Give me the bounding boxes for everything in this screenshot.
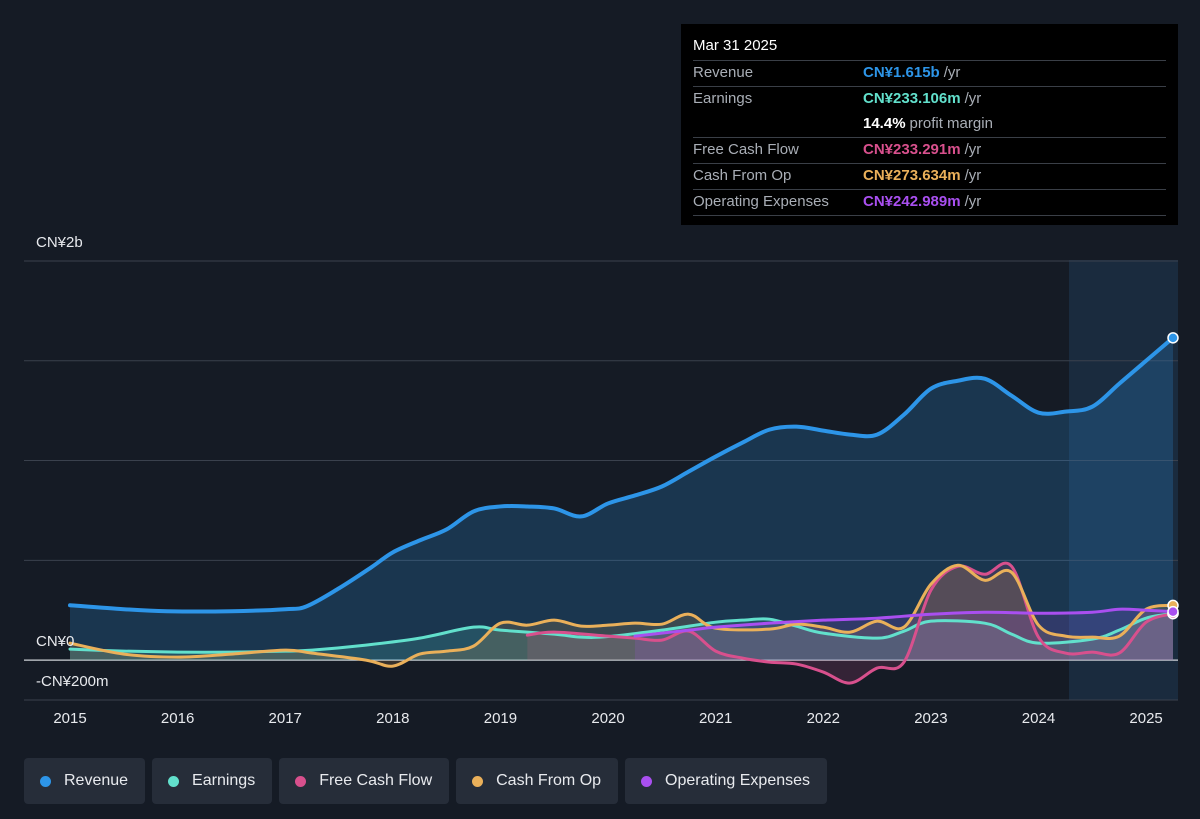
cash-from-op-line (68, 563, 1175, 668)
series-lines (68, 335, 1175, 685)
tooltip-row: Operating Expenses CN¥242.989m/yr (693, 189, 1166, 215)
tooltip-row: Free Cash Flow CN¥233.291m/yr (693, 137, 1166, 163)
legend-dot-icon (641, 775, 653, 787)
x-tick-label: 2015 (53, 710, 87, 727)
legend-dot-icon (40, 775, 51, 787)
tooltip-row-value: CN¥233.106m (863, 90, 961, 107)
legend-label: Revenue (64, 772, 129, 789)
legend-dot-icon (295, 775, 307, 787)
tooltip-row-label: Operating Expenses (693, 193, 829, 210)
x-tick-label: 2018 (376, 710, 410, 727)
operating-expenses-area (634, 609, 1173, 661)
tooltip-divider (693, 215, 1166, 216)
tooltip-row: 14.4% profit margin (693, 112, 1166, 137)
tooltip-row-value: 14.4% (863, 115, 906, 132)
y-tick-label: CN¥2b (36, 234, 83, 251)
legend-label: Cash From Op (496, 772, 602, 789)
free-cash-flow-area (527, 563, 1173, 684)
x-tick-label: 2016 (160, 710, 195, 727)
tooltip-row-label: Cash From Op (693, 167, 792, 184)
series-endpoints (1167, 332, 1179, 620)
tooltip-row-unit: /yr (964, 193, 982, 210)
y-tick-label: CN¥0 (36, 633, 75, 651)
revenue-endpoint (1167, 332, 1179, 344)
legend-dot-icon (472, 775, 484, 787)
legend-label: Earnings (192, 772, 256, 789)
tooltip-row-label: Revenue (693, 64, 754, 81)
tooltip-panel: Mar 31 2025 Revenue CN¥1.615b/yr Earnings C… (681, 24, 1178, 225)
free-cash-flow-line (525, 561, 1175, 685)
legend-item-free-cash-flow[interactable]: Free Cash Flow (279, 758, 450, 804)
revenue-area (70, 337, 1173, 661)
x-tick-label: 2022 (806, 710, 840, 727)
x-tick-label: 2025 (1129, 710, 1163, 727)
legend-item-earnings[interactable]: Earnings (152, 758, 273, 804)
tooltip-row-unit: profit margin (909, 115, 993, 132)
legend-item-revenue[interactable]: Revenue (24, 758, 146, 804)
tooltip-rows: Revenue CN¥1.615b/yr Earnings CN¥233.106m/y… (693, 60, 1166, 216)
legend: Revenue Earnings Free Cash Flow Cash From O… (24, 758, 834, 804)
operating-expenses-endpoint (1167, 605, 1179, 618)
tooltip-row-unit: /yr (964, 90, 982, 107)
operating-expenses-line (633, 607, 1175, 638)
x-tick-label: 2017 (268, 710, 302, 727)
tooltip-row-value: CN¥242.989m (863, 193, 961, 210)
tooltip-row-label: Earnings (693, 90, 753, 107)
x-tick-label: 2020 (591, 710, 625, 727)
legend-label: Operating Expenses (665, 772, 811, 789)
x-tick-label: 2024 (1021, 710, 1056, 727)
tooltip-row: Revenue CN¥1.615b/yr (693, 60, 1166, 86)
tooltip-row: Earnings CN¥233.106m/yr (693, 86, 1166, 112)
legend-label: Free Cash Flow (319, 772, 433, 789)
y-tick-label: -CN¥200m (36, 673, 109, 690)
tooltip-row-value: CN¥273.634m (863, 167, 961, 184)
tooltip-row-unit: /yr (943, 64, 961, 81)
tooltip-row-value: CN¥1.615b (863, 64, 940, 81)
x-tick-label: 2019 (483, 710, 518, 727)
tooltip-date: Mar 31 2025 (693, 37, 778, 54)
tooltip-row-label (693, 112, 863, 137)
tooltip-row-label: Free Cash Flow (693, 141, 799, 158)
legend-item-cash-from-op[interactable]: Cash From Op (456, 758, 619, 804)
legend-item-operating-expenses[interactable]: Operating Expenses (625, 758, 828, 804)
tooltip-row-value: CN¥233.291m (863, 141, 961, 158)
legend-dot-icon (168, 775, 180, 787)
x-tick-label: 2023 (914, 710, 948, 727)
tooltip-row: Cash From Op CN¥273.634m/yr (693, 163, 1166, 189)
cash-from-op-area (70, 565, 1173, 667)
revenue-line (68, 335, 1175, 614)
tooltip-row-unit: /yr (964, 167, 982, 184)
x-tick-label: 2021 (698, 710, 733, 727)
gridlines (24, 260, 1178, 701)
tooltip-row-unit: /yr (964, 141, 982, 158)
